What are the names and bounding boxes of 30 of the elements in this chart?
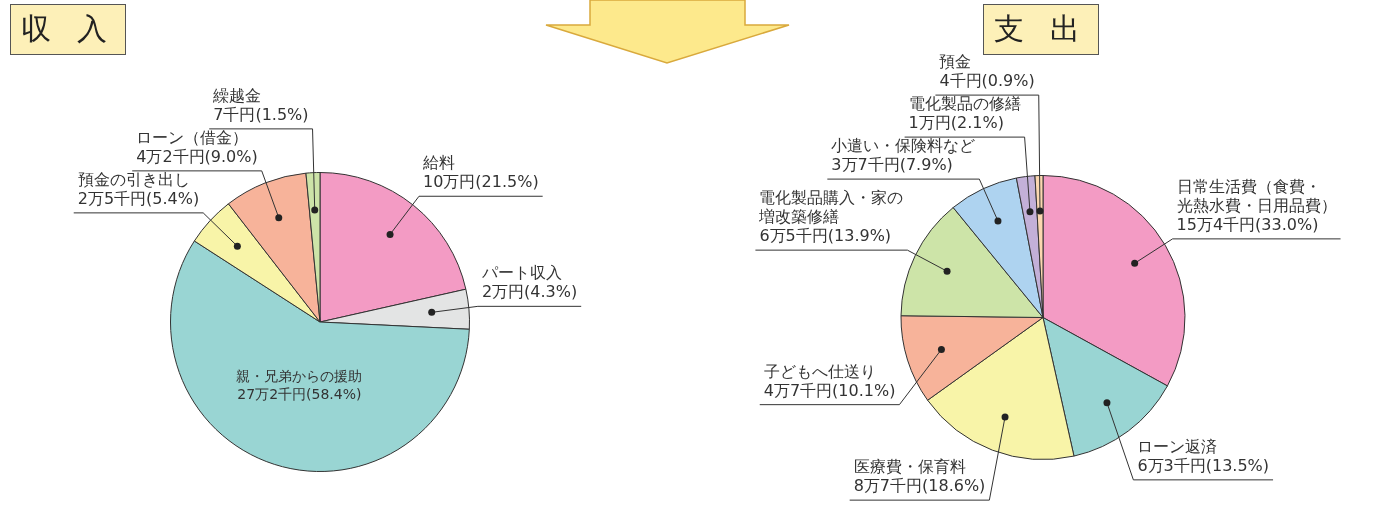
data-label: 27万2千円(58.4%) [237,385,362,402]
slice-label: 預金の引き出し [77,170,190,190]
slice-label: ローン返済 [1137,437,1218,457]
slice-label: 給料 [422,153,455,173]
data-label: 15万4千円(33.0%) [1176,215,1319,235]
data-label: 6万3千円(13.5%) [1137,456,1270,476]
slice-label: 繰越金 [212,86,262,106]
data-label: 4千円(0.9%) [939,71,1035,91]
data-label: 6万5千円(13.9%) [759,226,892,246]
data-label: 3万7千円(7.9%) [831,155,953,175]
slice-label: パート収入 [480,263,562,283]
data-label: 8万7千円(18.6%) [853,476,986,496]
slice-label: 電化製品の修繕 [908,94,1021,114]
data-label: 2万5千円(5.4%) [77,189,200,209]
slice-label: 預金 [939,52,972,72]
data-label: 4万7千円(10.1%) [763,380,896,400]
chart-title: 支 出 [983,4,1099,55]
slice-label: 電化製品購入・家の増改築修繕 [758,188,904,227]
data-label: 2万円(4.3%) [481,282,578,302]
slice-label: 医療費・保育料 [853,457,966,477]
data-label: 4万2千円(9.0%) [136,147,258,167]
slice-label: 小遣い・保険料など [831,136,976,156]
slice-label: 日常生活費（食費・光熱水費・日用品費） [1176,177,1337,216]
data-label: 1万円(2.1%) [908,113,1004,133]
slice-label: 子どもへ仕送り [763,361,876,381]
slice-label: 親・兄弟からの援助 [236,367,363,384]
data-label: 7千円(1.5%) [213,105,309,125]
slice-label: ローン（借金） [136,128,249,148]
chart-title: 収 入 [10,4,126,55]
data-label: 10万円(21.5%) [423,172,539,192]
